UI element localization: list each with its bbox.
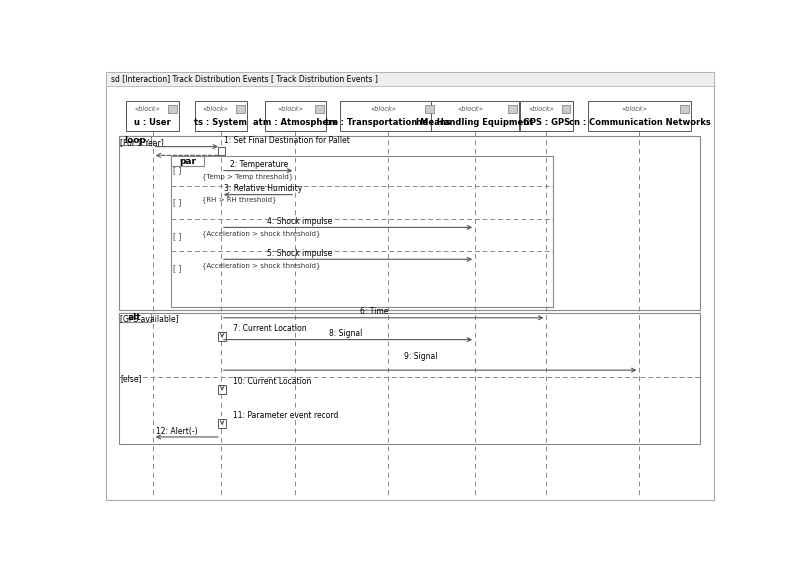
Text: [else]: [else] bbox=[121, 374, 142, 383]
Text: [ ]: [ ] bbox=[173, 264, 181, 273]
Text: u : User: u : User bbox=[134, 118, 171, 126]
Text: 1: Set Final Destination for Pallet: 1: Set Final Destination for Pallet bbox=[224, 136, 350, 145]
Bar bbox=[218, 332, 226, 341]
Bar bbox=[431, 101, 519, 132]
Bar bbox=[218, 147, 226, 155]
Text: 8: Signal: 8: Signal bbox=[330, 329, 362, 338]
Bar bbox=[562, 105, 570, 113]
Text: «block»: «block» bbox=[135, 107, 161, 112]
Text: 6: Time: 6: Time bbox=[360, 307, 389, 316]
Text: [ ]: [ ] bbox=[173, 166, 181, 175]
Bar bbox=[508, 105, 517, 113]
Text: 10: Current Location: 10: Current Location bbox=[234, 377, 312, 386]
Text: «block»: «block» bbox=[370, 107, 396, 112]
Text: 5: Shock impulse: 5: Shock impulse bbox=[267, 249, 333, 258]
Bar bbox=[520, 101, 573, 132]
Text: «block»: «block» bbox=[529, 107, 554, 112]
Text: ts : System: ts : System bbox=[194, 118, 247, 126]
Text: 11: Parameter event record: 11: Parameter event record bbox=[234, 412, 338, 420]
Text: [ ]: [ ] bbox=[173, 198, 181, 207]
Bar bbox=[587, 101, 691, 132]
Text: par: par bbox=[179, 156, 196, 166]
Bar bbox=[168, 105, 177, 113]
Text: cn : Communication Networks: cn : Communication Networks bbox=[569, 118, 710, 126]
Text: sd [Interaction] Track Distribution Events [ Track Distribution Events ]: sd [Interaction] Track Distribution Even… bbox=[111, 74, 378, 83]
Text: atm : Atmosphere: atm : Atmosphere bbox=[253, 118, 338, 126]
Text: 7: Current Location: 7: Current Location bbox=[234, 324, 307, 333]
Text: alt: alt bbox=[128, 313, 142, 322]
Text: [For 1 Year]: [For 1 Year] bbox=[121, 138, 164, 147]
Text: «block»: «block» bbox=[278, 107, 303, 112]
Text: 4: Shock impulse: 4: Shock impulse bbox=[267, 217, 333, 226]
Text: {Acceleration > shock threshold}: {Acceleration > shock threshold} bbox=[202, 262, 321, 269]
Text: {Acceleration > shock threshold}: {Acceleration > shock threshold} bbox=[202, 231, 321, 238]
Bar bbox=[118, 136, 700, 310]
Bar bbox=[425, 105, 434, 113]
Text: «block»: «block» bbox=[458, 107, 483, 112]
Text: «block»: «block» bbox=[622, 107, 647, 112]
Bar bbox=[236, 105, 245, 113]
Text: loop: loop bbox=[124, 136, 146, 145]
Bar bbox=[265, 101, 326, 132]
Bar bbox=[194, 101, 247, 132]
Bar bbox=[315, 105, 323, 113]
Bar bbox=[171, 156, 203, 166]
Text: 2: Temperature: 2: Temperature bbox=[230, 160, 289, 170]
Bar bbox=[218, 420, 226, 428]
Bar bbox=[118, 312, 700, 443]
Text: {RH > RH threshold}: {RH > RH threshold} bbox=[202, 197, 277, 203]
Text: 9: Signal: 9: Signal bbox=[404, 352, 438, 361]
Text: 3: Relative Humidity: 3: Relative Humidity bbox=[224, 184, 302, 193]
Text: «block»: «block» bbox=[203, 107, 229, 112]
Text: GPS : GPS: GPS : GPS bbox=[523, 118, 570, 126]
Text: [GPS available]: [GPS available] bbox=[121, 315, 179, 324]
Bar bbox=[340, 101, 436, 132]
Bar bbox=[106, 73, 714, 86]
Bar bbox=[680, 105, 689, 113]
Text: 12: Alert(-): 12: Alert(-) bbox=[156, 426, 198, 435]
Bar bbox=[118, 312, 151, 322]
Bar bbox=[218, 385, 226, 393]
Text: [ ]: [ ] bbox=[173, 232, 181, 240]
Text: tm : Transportation Means: tm : Transportation Means bbox=[326, 118, 451, 126]
Text: {Temp > Temp threshold}: {Temp > Temp threshold} bbox=[202, 173, 294, 180]
Text: he : Handling Equipment: he : Handling Equipment bbox=[417, 118, 534, 126]
Bar bbox=[118, 136, 151, 145]
Bar bbox=[126, 101, 179, 132]
Bar bbox=[171, 156, 553, 307]
